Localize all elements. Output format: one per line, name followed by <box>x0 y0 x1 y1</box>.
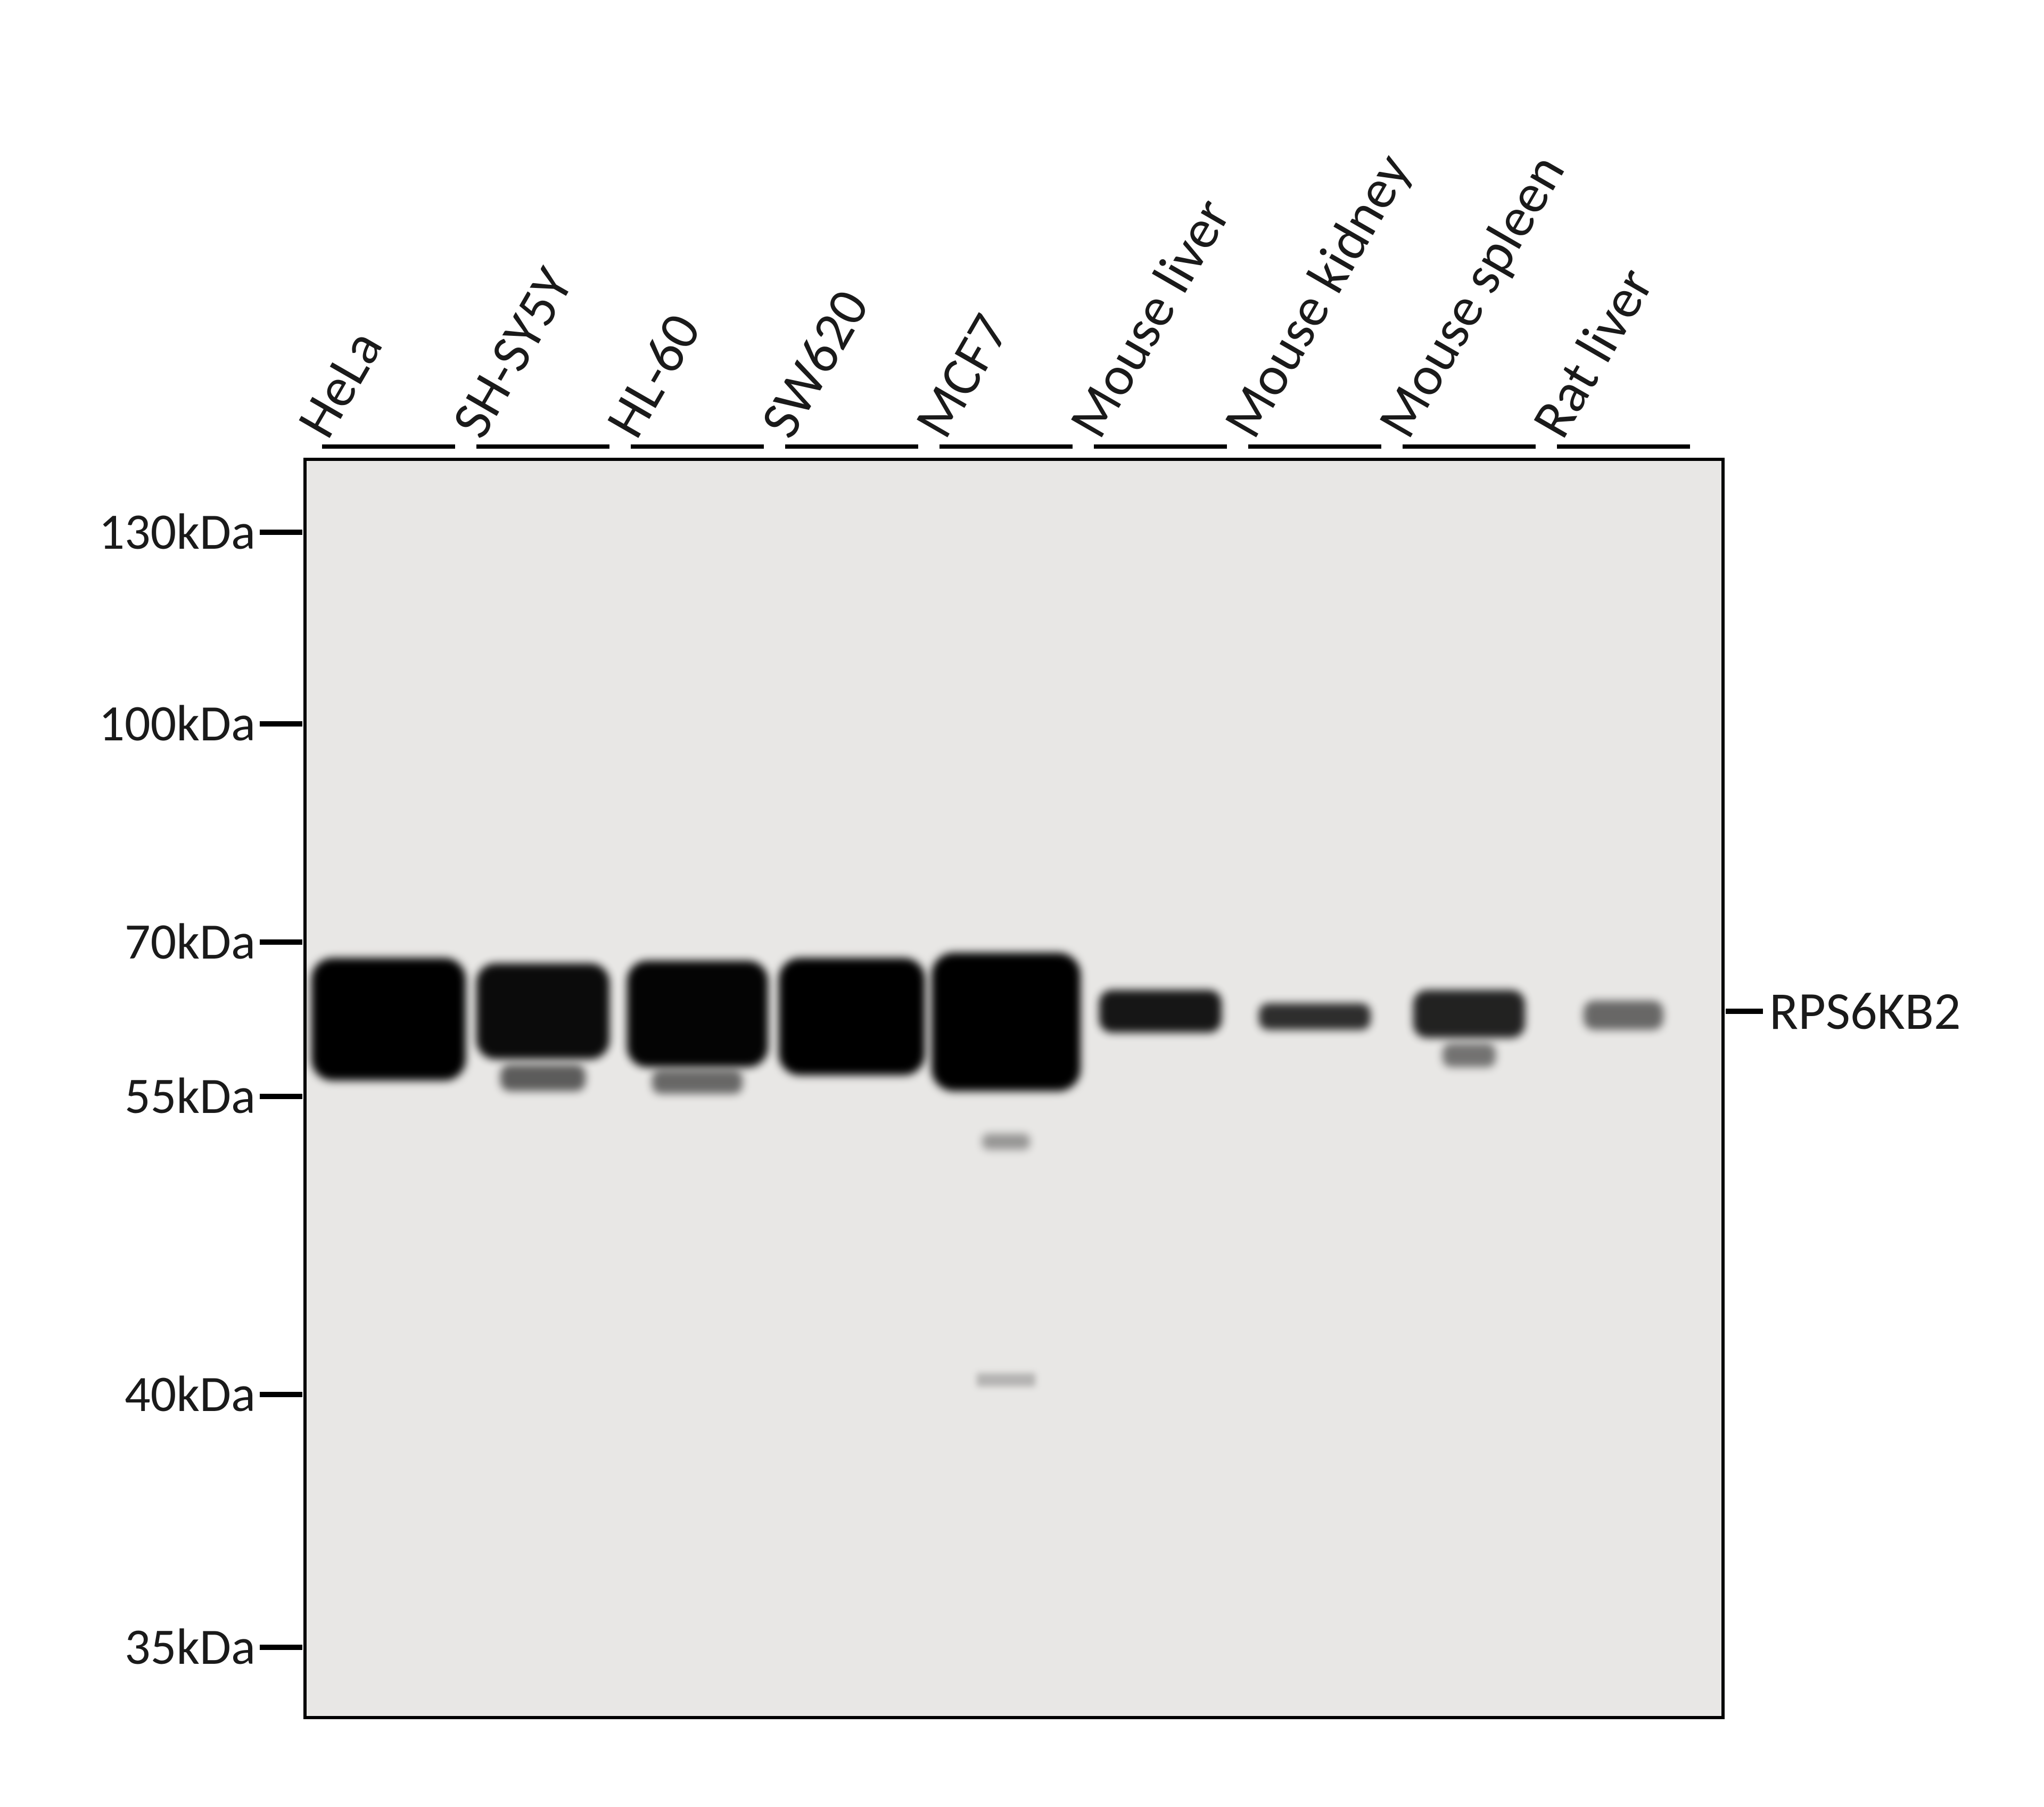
target-label: RPS6KB2 <box>1769 978 1961 1043</box>
target-label-text: RPS6KB2 <box>1769 978 1961 1043</box>
band <box>1259 1003 1371 1030</box>
band <box>652 1070 743 1094</box>
band <box>932 953 1081 1091</box>
western-blot-figure: 130kDa 100kDa 70kDa 55kDa 40kDa 35kDa HeLa SH-… <box>0 0 2044 1807</box>
lane-label: HL-60 <box>591 302 715 449</box>
band <box>982 1134 1030 1150</box>
band <box>311 958 466 1080</box>
marker-label: 40kDa <box>125 1363 256 1425</box>
band <box>500 1065 586 1091</box>
lane-label: SW620 <box>745 278 883 449</box>
target-tick <box>1726 1009 1763 1014</box>
marker-tick <box>260 1392 302 1397</box>
marker-tick <box>260 1645 302 1650</box>
marker-label: 70kDa <box>125 910 256 972</box>
band <box>779 958 925 1075</box>
marker-tick <box>260 939 302 945</box>
band <box>1584 1001 1663 1030</box>
band <box>1413 990 1525 1038</box>
lane-label: HeLa <box>282 318 397 449</box>
smudge <box>977 1373 1035 1387</box>
marker-label: 130kDa <box>98 500 256 563</box>
band <box>627 961 768 1067</box>
band <box>1099 990 1222 1033</box>
lane-label: Rat liver <box>1517 255 1668 449</box>
band <box>476 963 609 1059</box>
lane-label: SH-SY5Y <box>436 255 587 449</box>
marker-label: 100kDa <box>98 692 256 754</box>
marker-tick <box>260 1094 302 1099</box>
marker-label: 35kDa <box>125 1615 256 1678</box>
marker-tick <box>260 530 302 535</box>
marker-label: 55kDa <box>125 1065 256 1127</box>
lane-label: MCF7 <box>900 302 1023 449</box>
band <box>1443 1043 1496 1067</box>
marker-tick <box>260 721 302 727</box>
